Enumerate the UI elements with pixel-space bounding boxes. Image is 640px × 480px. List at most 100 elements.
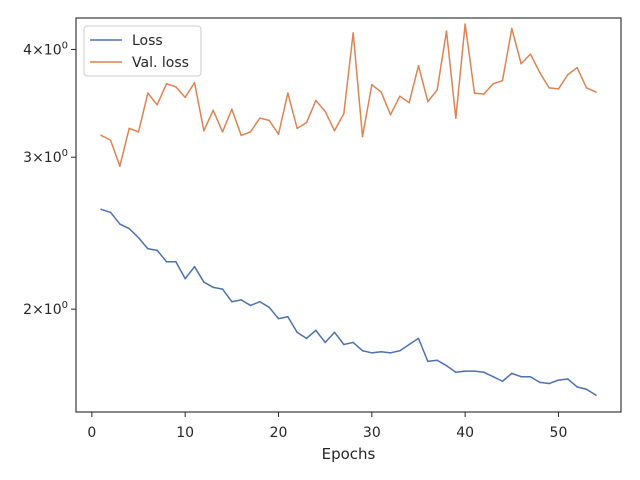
data-point bbox=[427, 100, 429, 103]
data-point bbox=[595, 91, 597, 93]
data-point bbox=[501, 79, 504, 82]
data-point bbox=[557, 88, 560, 90]
data-point bbox=[137, 236, 140, 239]
data-point bbox=[137, 131, 140, 133]
data-point bbox=[585, 388, 588, 391]
data-point bbox=[380, 350, 382, 353]
data-point bbox=[268, 306, 270, 309]
data-point bbox=[473, 92, 476, 94]
legend-label: Val. loss bbox=[132, 55, 189, 71]
data-point bbox=[324, 341, 326, 344]
data-point bbox=[408, 101, 410, 104]
data-point bbox=[333, 331, 336, 334]
data-point bbox=[231, 300, 233, 303]
data-point bbox=[511, 372, 513, 375]
data-point bbox=[128, 127, 130, 130]
data-point bbox=[277, 133, 280, 136]
data-point bbox=[165, 260, 168, 263]
data-point bbox=[567, 378, 569, 380]
data-point bbox=[492, 82, 494, 85]
data-point bbox=[100, 208, 102, 211]
data-point bbox=[109, 211, 112, 214]
legend-label: Loss bbox=[132, 33, 163, 49]
data-point bbox=[520, 375, 522, 378]
data-point bbox=[464, 370, 466, 372]
data-point bbox=[296, 331, 298, 334]
x-tick-label: 30 bbox=[363, 425, 381, 441]
y-tick-label: 3×100 bbox=[23, 148, 68, 166]
data-point bbox=[371, 83, 373, 86]
data-point bbox=[100, 134, 102, 137]
data-point bbox=[436, 359, 438, 362]
data-point bbox=[109, 139, 112, 141]
data-point bbox=[231, 108, 233, 111]
data-point bbox=[567, 73, 569, 76]
data-point bbox=[296, 127, 298, 130]
data-point bbox=[175, 86, 177, 88]
data-point bbox=[455, 371, 457, 374]
data-point bbox=[259, 117, 261, 119]
data-point bbox=[287, 315, 289, 318]
data-point bbox=[399, 349, 401, 352]
data-point bbox=[436, 89, 438, 91]
data-point bbox=[156, 104, 158, 106]
series-line-1 bbox=[100, 23, 597, 167]
data-point bbox=[165, 82, 168, 85]
data-point bbox=[539, 381, 541, 384]
x-tick-label: 0 bbox=[87, 425, 96, 441]
data-point bbox=[445, 30, 448, 32]
data-point bbox=[305, 337, 308, 340]
data-point bbox=[576, 386, 578, 388]
data-point bbox=[240, 299, 242, 301]
data-point bbox=[408, 343, 410, 346]
data-point bbox=[343, 112, 345, 115]
data-point bbox=[315, 99, 317, 102]
y-ticks: 2×100 3×100 4×100 bbox=[23, 40, 76, 318]
data-point bbox=[221, 131, 224, 133]
data-point bbox=[529, 375, 532, 378]
data-point bbox=[585, 87, 588, 89]
x-tick-label: 20 bbox=[270, 425, 288, 441]
data-point bbox=[483, 93, 485, 95]
data-point bbox=[249, 304, 252, 307]
data-point bbox=[361, 349, 364, 352]
data-point bbox=[389, 352, 392, 354]
data-point bbox=[193, 81, 196, 84]
data-point bbox=[221, 288, 224, 290]
data-point bbox=[305, 121, 308, 124]
data-point bbox=[352, 32, 354, 34]
data-point bbox=[119, 165, 121, 167]
data-point bbox=[119, 223, 121, 225]
legend-frame bbox=[83, 25, 202, 77]
data-point bbox=[333, 129, 336, 132]
x-tick-label: 40 bbox=[456, 425, 474, 441]
data-point bbox=[259, 300, 261, 303]
data-point bbox=[548, 87, 550, 89]
data-point bbox=[277, 317, 280, 320]
data-point bbox=[203, 281, 205, 283]
data-point bbox=[483, 371, 485, 374]
data-point bbox=[343, 343, 345, 346]
data-point bbox=[352, 341, 354, 344]
data-point bbox=[361, 135, 364, 138]
plot-frame bbox=[75, 17, 622, 413]
data-point bbox=[156, 249, 158, 252]
data-point bbox=[417, 64, 420, 67]
data-point bbox=[147, 92, 149, 94]
x-ticks: 0 10 20 30 40 50 bbox=[87, 412, 567, 441]
data-point bbox=[193, 265, 196, 268]
data-point bbox=[268, 119, 270, 122]
data-point bbox=[464, 23, 466, 25]
data-point bbox=[212, 286, 214, 289]
data-point bbox=[203, 129, 205, 132]
data-point bbox=[371, 352, 373, 354]
data-point bbox=[417, 337, 420, 340]
series-layer bbox=[100, 23, 597, 397]
data-point bbox=[175, 260, 177, 263]
data-point bbox=[147, 247, 149, 250]
data-point bbox=[249, 131, 252, 133]
data-point bbox=[539, 71, 541, 74]
data-point bbox=[557, 379, 560, 381]
x-tick-label: 50 bbox=[550, 425, 568, 441]
